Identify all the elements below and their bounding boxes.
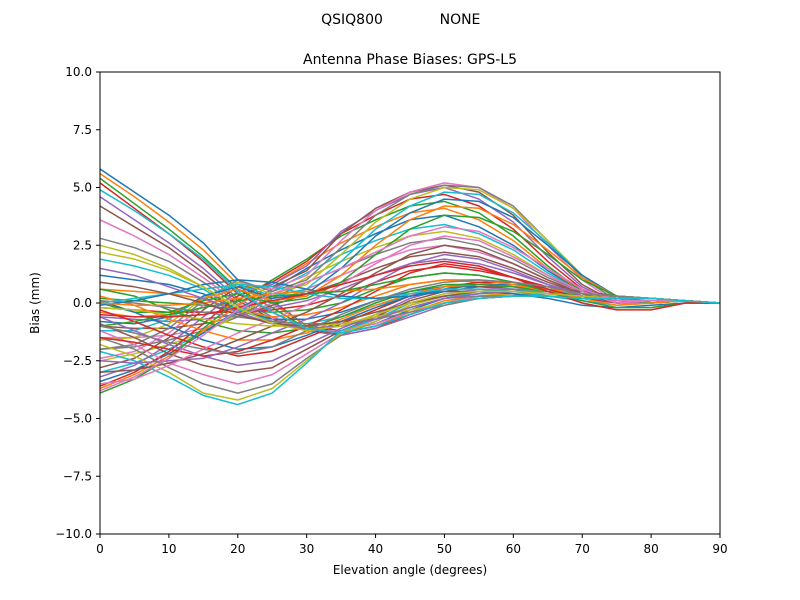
y-axis-label: Bias (mm)	[28, 272, 42, 334]
x-tick-label: 20	[230, 542, 245, 556]
series-line-58	[99, 279, 721, 355]
chart-title: Antenna Phase Biases: GPS-L5	[303, 52, 517, 68]
x-axis-label: Elevation angle (degrees)	[333, 563, 487, 577]
y-tick-label: −5.0	[63, 412, 92, 426]
y-tick-label: 7.5	[73, 123, 92, 137]
x-tick-label: 0	[96, 542, 104, 556]
x-tick-label: 70	[575, 542, 590, 556]
y-tick-label: 10.0	[65, 65, 92, 79]
series-group	[99, 168, 721, 406]
x-axis: 0 10 20 30 40 50 60 70 80 90	[96, 534, 728, 556]
x-tick-label: 90	[712, 542, 727, 556]
series-line-57	[99, 226, 721, 392]
y-tick-label: −7.5	[63, 469, 92, 483]
y-tick-label: 2.5	[73, 238, 92, 252]
figure-suptitle-left: QSIQ800	[321, 12, 383, 28]
figure-suptitle-right: NONE	[440, 12, 481, 28]
y-tick-label: −2.5	[63, 354, 92, 368]
series-line-60	[99, 189, 721, 334]
x-tick-label: 10	[161, 542, 176, 556]
x-tick-label: 40	[368, 542, 383, 556]
x-tick-label: 80	[643, 542, 658, 556]
x-tick-label: 60	[506, 542, 521, 556]
series-line-54	[99, 260, 720, 318]
x-tick-label: 50	[437, 542, 452, 556]
x-tick-label: 30	[299, 542, 314, 556]
y-axis: −10.0 −7.5 −5.0 −2.5 0.0 2.5 5.0 7.5 10.0	[55, 65, 100, 541]
y-tick-label: 5.0	[73, 181, 92, 195]
y-tick-label: −10.0	[55, 527, 92, 541]
y-tick-label: 0.0	[73, 296, 92, 310]
series-line-53	[99, 272, 720, 327]
